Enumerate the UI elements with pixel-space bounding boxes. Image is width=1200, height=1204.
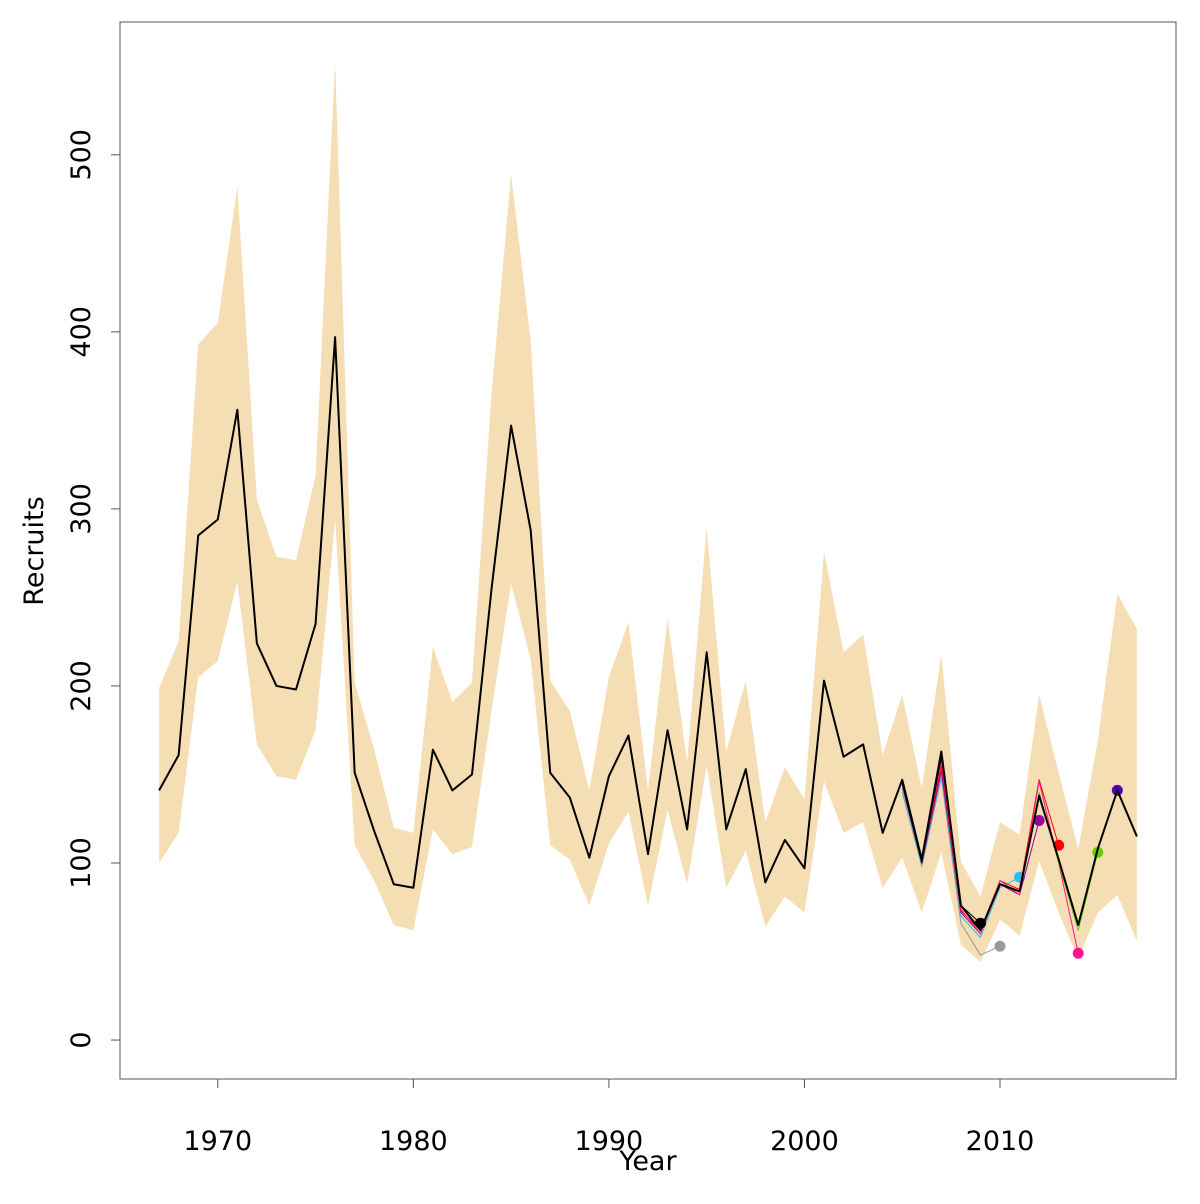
y-tick-label: 500 <box>66 129 97 181</box>
y-axis-label: Recruits <box>19 496 50 605</box>
x-tick-label: 1970 <box>183 1126 252 1157</box>
end-point <box>1033 815 1045 827</box>
y-tick-label: 200 <box>66 660 97 712</box>
end-point <box>994 940 1006 952</box>
y-tick-label: 300 <box>66 483 97 535</box>
end-point <box>1072 947 1084 959</box>
y-tick-label: 0 <box>66 1031 97 1048</box>
x-axis-label: Year <box>618 1146 677 1177</box>
x-tick-label: 2000 <box>770 1126 839 1157</box>
plot-frame <box>119 21 1177 1080</box>
y-tick-label: 400 <box>66 306 97 358</box>
x-tick-label: 1980 <box>379 1126 448 1157</box>
confidence-band <box>159 60 1137 963</box>
x-tick-label: 1990 <box>575 1126 644 1157</box>
series-line <box>901 777 1001 956</box>
series-line <box>158 336 1138 932</box>
series-line <box>901 773 1020 938</box>
y-tick-label: 100 <box>66 837 97 889</box>
x-tick-label: 2010 <box>966 1126 1035 1157</box>
